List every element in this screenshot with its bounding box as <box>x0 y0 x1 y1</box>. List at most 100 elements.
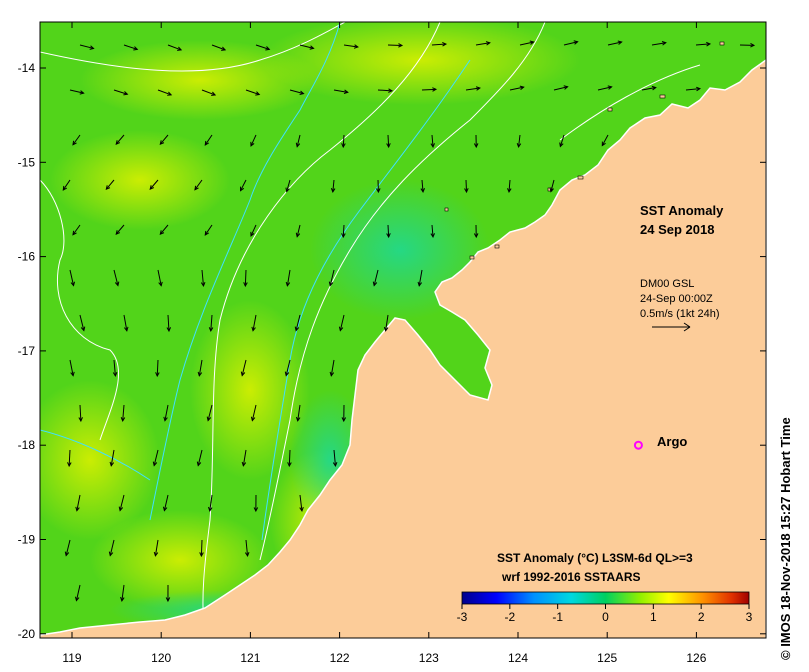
current-vector-head <box>285 281 291 287</box>
current-vector-head <box>519 85 525 91</box>
current-vector <box>475 42 490 46</box>
current-vector-head <box>294 326 300 332</box>
current-vector-head <box>149 185 155 190</box>
current-vector <box>286 179 291 192</box>
current-vector-head <box>105 185 111 191</box>
current-vector-head <box>199 552 204 558</box>
current-vector-head <box>115 140 121 145</box>
y-axis: -14-15-16-17-18-19-20 <box>18 61 766 641</box>
current-vector-head <box>299 506 304 512</box>
current-vector <box>149 179 159 190</box>
current-vector-head <box>388 88 394 93</box>
colorbar-tick-label: -2 <box>504 610 515 624</box>
x-tick-label: 119 <box>62 651 81 665</box>
colorbar-title-line2: wrf 1992-2016 SSTAARS <box>501 570 641 584</box>
current-vector-head <box>750 43 756 48</box>
current-vector <box>333 89 348 93</box>
current-vector <box>194 179 203 191</box>
current-legend-line3: 0.5m/s (1kt 24h) <box>640 308 719 320</box>
current-vector-head <box>696 86 702 92</box>
current-vector-head <box>328 281 334 287</box>
current-vector-head <box>601 141 606 147</box>
colorbar-tick-label: 1 <box>650 610 657 624</box>
current-vector-head <box>473 143 479 149</box>
current-vector-head <box>159 230 165 236</box>
current-vector-head <box>78 417 83 423</box>
current-vector-head <box>464 188 469 194</box>
current-vector-head <box>108 551 114 557</box>
current-vector-head <box>386 143 391 149</box>
current-vector <box>250 134 257 147</box>
current-vector-head <box>617 40 623 45</box>
current-vector <box>286 269 291 286</box>
current-vector-head <box>240 186 245 192</box>
current-vector <box>204 134 213 146</box>
x-tick-label: 126 <box>686 651 706 665</box>
y-tick-label: -17 <box>18 344 36 358</box>
current-vector <box>597 86 612 91</box>
current-vector <box>65 539 71 556</box>
current-vector-head <box>162 506 168 512</box>
current-vector <box>242 449 247 466</box>
colorbar-tick-label: -3 <box>457 610 468 624</box>
current-vector <box>289 89 304 95</box>
current-vector <box>563 41 578 46</box>
current-vector-head <box>398 43 404 48</box>
current-vector-head <box>109 461 115 467</box>
current-vector <box>211 44 226 51</box>
current-vector <box>110 449 115 466</box>
current-vector-head <box>295 232 301 238</box>
current-vector-head <box>250 231 255 237</box>
y-tick-label: -16 <box>18 250 36 264</box>
current-vector <box>123 314 128 331</box>
current-vector-head <box>167 91 173 96</box>
current-vector-head <box>299 90 305 95</box>
current-vector-head <box>163 416 168 422</box>
current-vector <box>197 449 203 466</box>
current-vector-head <box>112 372 118 378</box>
current-vector-head <box>64 551 70 557</box>
current-vector-head <box>115 230 121 235</box>
current-vector <box>167 44 182 51</box>
current-vector-head <box>295 142 301 148</box>
current-vector <box>200 539 203 557</box>
current-vector-head <box>651 85 657 91</box>
current-vector <box>244 269 247 287</box>
current-vector <box>69 359 74 376</box>
current-vector-head <box>206 416 212 422</box>
current-vector-head <box>120 417 126 423</box>
current-vector-head <box>420 188 425 194</box>
current-vector-head <box>255 91 261 96</box>
current-vector <box>333 449 336 466</box>
current-vector-head <box>417 281 423 287</box>
current-vector <box>204 224 213 236</box>
colorbar-title-line1: SST Anomaly (°C) L3SM-6d QL>=3 <box>497 551 693 565</box>
current-vector-head <box>332 462 338 468</box>
current-vector-head <box>372 281 378 287</box>
current-vector <box>68 449 71 467</box>
current-vector-head <box>123 91 129 96</box>
current-vector-head <box>341 417 347 423</box>
current-vector <box>72 224 81 236</box>
current-vector <box>252 314 257 331</box>
current-vector <box>109 539 115 556</box>
current-vector-head <box>89 45 95 50</box>
y-tick-label: -19 <box>18 533 36 547</box>
current-vector <box>240 179 247 191</box>
current-vector <box>387 134 390 148</box>
current-vector-head <box>72 140 77 146</box>
x-axis: 119 120 121 122 123 124 125 126 <box>62 22 707 665</box>
current-vector-head <box>120 596 125 602</box>
current-vector <box>167 314 170 332</box>
current-vector <box>113 269 119 286</box>
current-vector <box>431 43 447 46</box>
current-vector-head <box>442 41 448 47</box>
current-vector-head <box>70 371 75 377</box>
current-vector <box>121 584 125 601</box>
current-vector <box>641 87 656 91</box>
current-vector-head <box>253 507 259 513</box>
current-vector <box>72 134 81 146</box>
current-vector-head <box>208 327 214 333</box>
current-vector-head <box>211 91 217 96</box>
current-vector <box>115 134 125 145</box>
